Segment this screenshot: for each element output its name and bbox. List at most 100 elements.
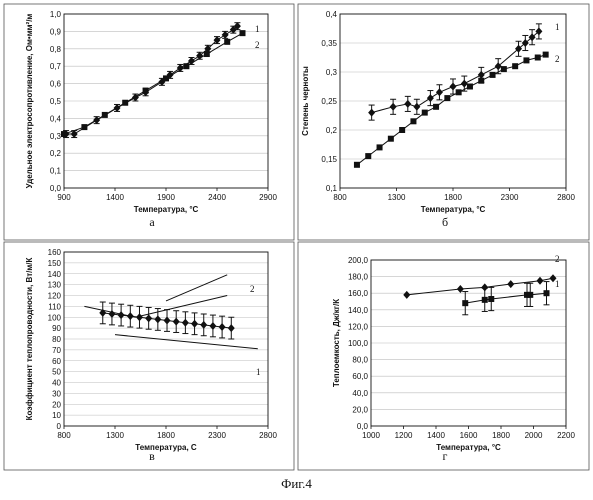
data-point [512,63,518,69]
y-tick-label: 20,0 [352,405,368,414]
data-point [522,39,529,47]
series-1 [63,22,241,138]
y-tick-label: 0,15 [321,155,337,164]
y-tick-label: 160 [48,248,62,257]
data-point [450,83,457,91]
data-point [495,62,502,70]
data-point [501,66,507,72]
chart-panel-2: 0,10,150,20,250,30,350,48001300180023002… [298,4,589,240]
data-point [108,310,115,318]
y-tick-label: 140 [48,270,62,279]
series-2 [403,274,556,299]
data-point [200,321,207,329]
data-point [413,103,420,111]
x-tick-label: 2200 [557,431,575,440]
data-point [191,320,198,328]
x-axis-label: Температура, °C [134,205,199,214]
y-tick-label: 110 [48,302,61,311]
x-tick-label: 1600 [460,431,478,440]
y-tick-label: 90 [52,324,61,333]
data-point [422,110,428,116]
data-point [403,291,410,299]
data-point [543,52,549,58]
y-tick-label: 0,2 [326,126,338,135]
x-tick-label: 1900 [157,193,175,202]
curve-label: 1 [255,24,260,34]
y-tick-label: 0,8 [50,45,62,54]
y-tick-label: 10 [52,411,61,420]
data-point [515,45,522,53]
y-tick-label: 80,0 [352,356,368,365]
data-point [433,104,439,110]
data-point [481,283,488,291]
x-tick-label: 2000 [525,431,543,440]
y-tick-label: 0,5 [50,97,62,106]
data-point [490,72,496,78]
data-point [535,55,541,61]
trend-line [115,335,258,349]
chart-panel-4: 0,020,040,060,080,0100,0120,0140,0160,01… [298,242,589,470]
y-tick-label: 0,0 [50,184,62,193]
y-tick-label: 200,0 [348,256,369,265]
x-axis-label: Температура, С [135,443,197,452]
data-point [461,80,468,88]
data-point [377,144,383,150]
y-tick-label: 0,1 [326,184,338,193]
y-tick-label: 150 [48,259,62,268]
data-point [118,311,125,319]
y-tick-label: 50 [52,368,61,377]
data-point [136,313,143,321]
data-point [122,100,128,106]
data-point [462,300,468,306]
data-point [224,39,230,45]
x-tick-label: 2400 [208,193,226,202]
data-point [228,324,235,332]
data-point [173,318,180,326]
data-point [467,84,473,90]
y-tick-label: 30 [52,389,61,398]
y-tick-label: 0,1 [50,167,62,176]
data-point [204,51,210,57]
series-line [465,293,546,303]
y-tick-label: 80 [52,335,61,344]
data-point [164,317,171,325]
curve-label: 2 [255,40,260,50]
data-point [145,314,152,322]
x-tick-label: 1800 [444,193,462,202]
panel-letter: в [149,449,155,463]
data-point [436,88,443,96]
x-tick-label: 900 [57,193,71,202]
data-point [143,88,149,94]
x-tick-label: 2900 [259,193,277,202]
y-tick-label: 100,0 [348,339,369,348]
series-line [66,26,237,134]
panel-letter: г [443,449,448,463]
y-tick-label: 120 [48,292,62,301]
series-line [357,55,546,165]
curve-label: 2 [555,254,560,264]
y-tick-label: 160,0 [348,289,369,298]
x-tick-label: 1400 [427,431,445,440]
trend-line [166,275,227,301]
y-tick-label: 130 [48,281,62,290]
data-point [183,63,189,69]
y-tick-label: 0,7 [50,62,62,71]
y-tick-label: 0,9 [50,27,62,36]
data-point [368,109,375,117]
data-point [222,31,229,39]
curve-label: 1 [555,279,560,289]
data-point [507,280,514,288]
y-tick-label: 0,6 [50,80,62,89]
x-tick-label: 2300 [208,431,226,440]
data-point [209,322,216,330]
y-tick-label: 0,25 [321,97,337,106]
data-point [388,136,394,142]
y-tick-label: 180,0 [348,273,369,282]
data-point [163,75,169,81]
x-axis-label: Температура, °C [421,205,486,214]
data-point [527,292,533,298]
y-tick-label: 60 [52,357,61,366]
data-point [219,323,226,331]
y-tick-label: 140,0 [348,306,369,315]
figure-caption: Фиг.4 [0,476,593,492]
